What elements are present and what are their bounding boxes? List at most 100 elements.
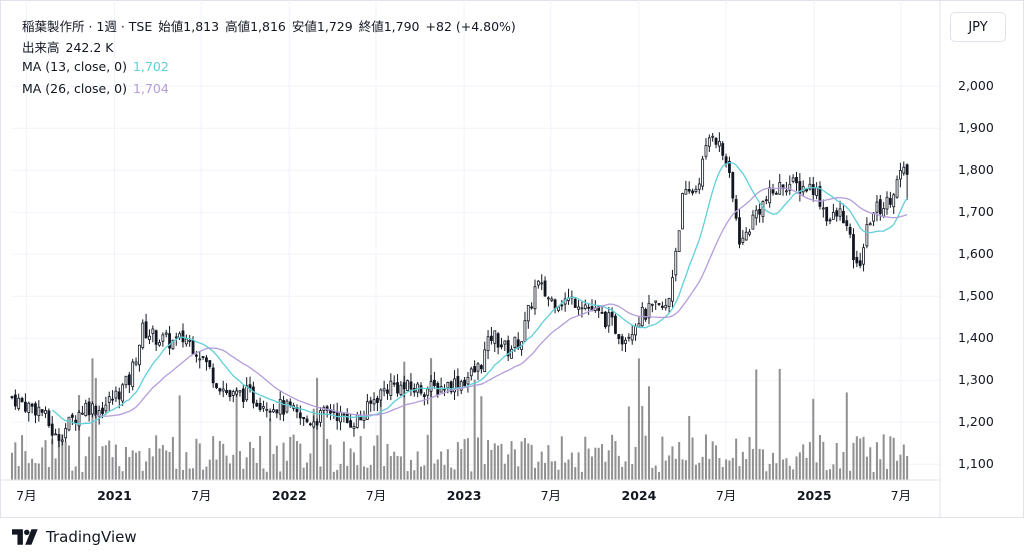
candle-body bbox=[744, 231, 748, 241]
candle-body bbox=[543, 280, 547, 297]
candle-body bbox=[422, 394, 426, 397]
volume-bar bbox=[124, 447, 127, 480]
candle-body bbox=[181, 330, 185, 343]
volume-bar bbox=[275, 445, 278, 480]
candle-body bbox=[288, 401, 292, 406]
candle-body bbox=[111, 398, 114, 401]
candle-body bbox=[372, 399, 376, 405]
volume-bar bbox=[98, 455, 101, 480]
candle-body bbox=[238, 390, 242, 393]
volume-bar bbox=[295, 441, 298, 480]
candle-body bbox=[490, 335, 493, 341]
volume-bar bbox=[363, 466, 366, 480]
currency-button[interactable]: JPY bbox=[950, 12, 1006, 42]
candle-body bbox=[577, 306, 580, 310]
price-axis[interactable]: 1,100 1,200 1,300 1,400 1,500 1,600 1,700 1,800… bbox=[939, 0, 994, 518]
candle-body bbox=[684, 189, 688, 195]
candle-body bbox=[785, 190, 788, 193]
candle-body bbox=[888, 197, 892, 205]
volume-bar bbox=[359, 436, 362, 480]
candle-body bbox=[315, 420, 319, 426]
candle-body bbox=[660, 305, 664, 308]
volume-bar bbox=[513, 449, 516, 480]
volume-bar bbox=[530, 444, 533, 480]
volume-bar bbox=[332, 471, 335, 480]
volume-bar bbox=[342, 441, 345, 480]
candle-body bbox=[429, 381, 433, 392]
volume-bar bbox=[420, 466, 423, 480]
candle-body bbox=[711, 135, 715, 138]
volume-bar bbox=[84, 456, 87, 480]
ma13-line bbox=[51, 161, 908, 425]
candle-body bbox=[500, 344, 503, 348]
volume-bar bbox=[627, 406, 630, 480]
candle-body bbox=[218, 388, 222, 392]
candle-body bbox=[453, 378, 456, 393]
volume-bar bbox=[259, 435, 262, 480]
volume-bar bbox=[896, 460, 899, 480]
volume-bar bbox=[715, 445, 718, 480]
candle-body bbox=[148, 335, 151, 340]
candle-body bbox=[607, 312, 611, 327]
low-value: 1,729 bbox=[316, 19, 353, 34]
x-tick-label: 7月 bbox=[891, 488, 911, 503]
candle-body bbox=[892, 194, 896, 208]
candle-body bbox=[798, 181, 802, 194]
y-tick-label: 1,900 bbox=[958, 120, 994, 135]
x-tick-label: 2022 bbox=[272, 488, 307, 503]
candle-body bbox=[104, 404, 108, 412]
candle-body bbox=[80, 412, 84, 415]
volume-bar bbox=[490, 449, 493, 480]
x-tick-label: 7月 bbox=[366, 488, 386, 503]
candle-body bbox=[721, 143, 725, 156]
ma13-value: 1,702 bbox=[133, 59, 169, 74]
candle-body bbox=[211, 367, 215, 384]
volume-bar bbox=[145, 461, 148, 480]
volume-bar bbox=[772, 452, 775, 480]
y-tick-label: 2,000 bbox=[958, 78, 994, 93]
volume-bar bbox=[507, 454, 510, 480]
volume-bar bbox=[440, 451, 443, 480]
candle-body bbox=[137, 344, 141, 366]
volume-bar bbox=[906, 456, 909, 480]
volume-bar bbox=[865, 456, 868, 480]
volume-bar bbox=[671, 446, 674, 480]
legend-volume[interactable]: 出来高 242.2 K bbox=[22, 37, 119, 56]
volume-bar bbox=[111, 457, 114, 480]
candle-body bbox=[473, 366, 477, 373]
candle-body bbox=[198, 358, 202, 361]
candle-body bbox=[530, 306, 534, 309]
volume-bar bbox=[453, 469, 456, 480]
candle-body bbox=[131, 361, 135, 387]
candle-body bbox=[842, 210, 845, 224]
candle-body bbox=[20, 397, 24, 403]
candle-body bbox=[17, 397, 21, 409]
candle-body bbox=[540, 282, 544, 285]
volume-bar bbox=[346, 465, 349, 480]
candle-body bbox=[91, 403, 94, 415]
tradingview-brand[interactable]: TradingView bbox=[12, 528, 137, 546]
time-axis[interactable]: 7月 2021 7月 2022 7月 2023 7月 2024 7月 2025 7月 bbox=[0, 479, 940, 503]
candlestick-chart[interactable]: 1,100 1,200 1,300 1,400 1,500 1,600 1,700 1,800… bbox=[0, 0, 1024, 518]
volume-bar bbox=[882, 434, 885, 480]
volume-bar bbox=[265, 471, 268, 480]
ma26-line bbox=[95, 187, 908, 417]
candle-body bbox=[459, 381, 463, 391]
candle-body bbox=[580, 307, 584, 310]
volume-bar bbox=[473, 379, 476, 480]
volume-bar bbox=[114, 444, 117, 480]
candle-body bbox=[758, 209, 762, 215]
volume-bar bbox=[10, 452, 14, 480]
ma26-label: MA (26, close, 0) bbox=[22, 81, 128, 96]
legend-ma26[interactable]: MA (26, close, 0) 1,704 bbox=[22, 81, 175, 96]
candle-body bbox=[526, 305, 530, 322]
candle-body bbox=[697, 183, 701, 190]
volume-bar bbox=[148, 448, 151, 480]
volume-bar bbox=[302, 467, 305, 480]
candle-body bbox=[815, 187, 819, 196]
symbol-title[interactable]: 稲葉製作所 · 1週 · TSE bbox=[22, 19, 153, 34]
volume-bar bbox=[31, 458, 34, 480]
y-tick-label: 1,800 bbox=[958, 162, 994, 177]
volume-bar bbox=[765, 471, 768, 480]
legend-ma13[interactable]: MA (13, close, 0) 1,702 bbox=[22, 59, 175, 74]
